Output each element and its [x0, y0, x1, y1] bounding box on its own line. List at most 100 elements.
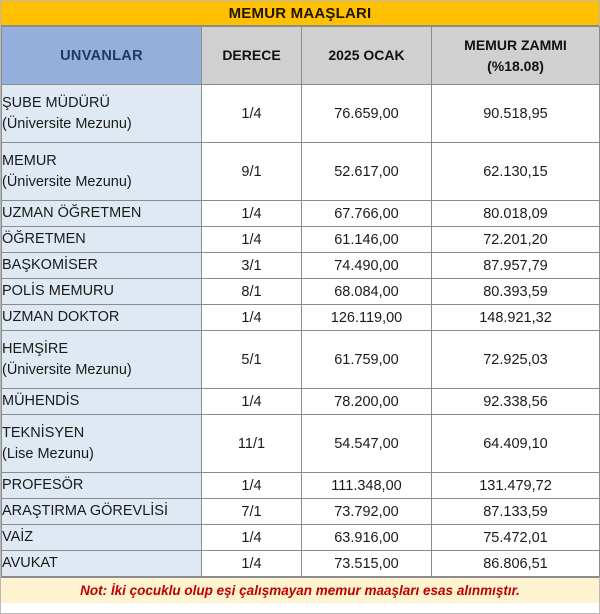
- column-header-2025-ocak[interactable]: 2025 OCAK: [301, 26, 432, 85]
- cell-unvan: PROFESÖR: [1, 472, 202, 499]
- cell-memur-zammi: 90.518,95: [431, 84, 600, 143]
- cell-derece: 1/4: [201, 304, 302, 331]
- cell-2025-ocak: 54.547,00: [301, 414, 432, 473]
- table-row: AVUKAT 1/4 73.515,00 86.806,51: [1, 550, 600, 577]
- unvan-title: MEMUR: [2, 153, 57, 170]
- unvan-title: ÖĞRETMEN: [2, 231, 86, 248]
- cell-derece: 9/1: [201, 142, 302, 201]
- unvan-title: HEMŞİRE: [2, 341, 69, 358]
- unvan-title: TEKNİSYEN: [2, 425, 85, 442]
- header-row: UNVANLAR DERECE 2025 OCAK MEMUR ZAMMI (%…: [1, 26, 600, 85]
- unvan-subtitle: (Üniversite Mezunu): [2, 361, 132, 378]
- cell-derece: 11/1: [201, 414, 302, 473]
- cell-unvan: BAŞKOMİSER: [1, 252, 202, 279]
- cell-unvan: VAİZ: [1, 524, 202, 551]
- cell-memur-zammi: 148.921,32: [431, 304, 600, 331]
- unvan-title: ŞUBE MÜDÜRÜ: [2, 95, 110, 112]
- cell-derece: 1/4: [201, 472, 302, 499]
- cell-unvan: ARAŞTIRMA GÖREVLİSİ: [1, 498, 202, 525]
- cell-derece: 1/4: [201, 524, 302, 551]
- cell-unvan: UZMAN ÖĞRETMEN: [1, 200, 202, 227]
- table-header: UNVANLAR DERECE 2025 OCAK MEMUR ZAMMI (%…: [1, 26, 600, 85]
- cell-unvan: ŞUBE MÜDÜRÜ (Üniversite Mezunu): [1, 84, 202, 143]
- cell-2025-ocak: 63.916,00: [301, 524, 432, 551]
- cell-unvan: UZMAN DOKTOR: [1, 304, 202, 331]
- table-row: UZMAN ÖĞRETMEN 1/4 67.766,00 80.018,09: [1, 200, 600, 227]
- cell-derece: 7/1: [201, 498, 302, 525]
- unvan-title: ARAŞTIRMA GÖREVLİSİ: [2, 503, 168, 520]
- unvan-subtitle: (Üniversite Mezunu): [2, 115, 132, 132]
- cell-unvan: MEMUR (Üniversite Mezunu): [1, 142, 202, 201]
- cell-unvan: AVUKAT: [1, 550, 202, 577]
- table-row: ARAŞTIRMA GÖREVLİSİ 7/1 73.792,00 87.133,59: [1, 498, 600, 525]
- page-title: MEMUR MAAŞLARI: [228, 4, 372, 22]
- column-header-memur-zammi-rate: (%18.08): [487, 57, 544, 74]
- cell-2025-ocak: 78.200,00: [301, 388, 432, 415]
- cell-memur-zammi: 62.130,15: [431, 142, 600, 201]
- cell-unvan: ÖĞRETMEN: [1, 226, 202, 253]
- column-header-unvanlar[interactable]: UNVANLAR: [1, 26, 202, 85]
- table-row: ÖĞRETMEN 1/4 61.146,00 72.201,20: [1, 226, 600, 253]
- table-row: MEMUR (Üniversite Mezunu) 9/1 52.617,00 62.1…: [1, 142, 600, 201]
- cell-derece: 5/1: [201, 330, 302, 389]
- column-header-derece[interactable]: DERECE: [201, 26, 302, 85]
- cell-2025-ocak: 74.490,00: [301, 252, 432, 279]
- table-title-bar: MEMUR MAAŞLARI: [1, 1, 599, 26]
- cell-derece: 1/4: [201, 388, 302, 415]
- cell-derece: 8/1: [201, 278, 302, 305]
- cell-unvan: MÜHENDİS: [1, 388, 202, 415]
- cell-memur-zammi: 131.479,72: [431, 472, 600, 499]
- footer-note-bar: Not: İki çocuklu olup eşi çalışmayan mem…: [1, 577, 599, 603]
- cell-derece: 1/4: [201, 550, 302, 577]
- cell-memur-zammi: 86.806,51: [431, 550, 600, 577]
- cell-2025-ocak: 61.759,00: [301, 330, 432, 389]
- cell-unvan: TEKNİSYEN (Lise Mezunu): [1, 414, 202, 473]
- table-body: ŞUBE MÜDÜRÜ (Üniversite Mezunu) 1/4 76.659,…: [1, 84, 600, 577]
- cell-2025-ocak: 76.659,00: [301, 84, 432, 143]
- column-header-memur-zammi-title: MEMUR ZAMMI: [464, 37, 567, 54]
- table-row: HEMŞİRE (Üniversite Mezunu) 5/1 61.759,00 72…: [1, 330, 600, 389]
- cell-2025-ocak: 73.515,00: [301, 550, 432, 577]
- cell-unvan: POLİS MEMURU: [1, 278, 202, 305]
- unvan-title: VAİZ: [2, 529, 34, 546]
- footer-note: Not: İki çocuklu olup eşi çalışmayan mem…: [80, 583, 520, 598]
- unvan-title: PROFESÖR: [2, 477, 84, 494]
- column-header-memur-zammi[interactable]: MEMUR ZAMMI (%18.08): [431, 26, 600, 85]
- table-row: POLİS MEMURU 8/1 68.084,00 80.393,59: [1, 278, 600, 305]
- cell-derece: 1/4: [201, 84, 302, 143]
- cell-2025-ocak: 52.617,00: [301, 142, 432, 201]
- cell-2025-ocak: 67.766,00: [301, 200, 432, 227]
- unvan-subtitle: (Üniversite Mezunu): [2, 173, 132, 190]
- cell-2025-ocak: 68.084,00: [301, 278, 432, 305]
- cell-memur-zammi: 80.393,59: [431, 278, 600, 305]
- table-row: TEKNİSYEN (Lise Mezunu) 11/1 54.547,00 64.40…: [1, 414, 600, 473]
- cell-unvan: HEMŞİRE (Üniversite Mezunu): [1, 330, 202, 389]
- cell-memur-zammi: 80.018,09: [431, 200, 600, 227]
- salary-table: UNVANLAR DERECE 2025 OCAK MEMUR ZAMMI (%…: [1, 26, 600, 577]
- table-row: ŞUBE MÜDÜRÜ (Üniversite Mezunu) 1/4 76.659,…: [1, 84, 600, 143]
- cell-derece: 1/4: [201, 226, 302, 253]
- cell-memur-zammi: 87.957,79: [431, 252, 600, 279]
- cell-memur-zammi: 75.472,01: [431, 524, 600, 551]
- table-row: PROFESÖR 1/4 111.348,00 131.479,72: [1, 472, 600, 499]
- table-row: UZMAN DOKTOR 1/4 126.119,00 148.921,32: [1, 304, 600, 331]
- cell-memur-zammi: 72.201,20: [431, 226, 600, 253]
- unvan-title: MÜHENDİS: [2, 393, 80, 410]
- table-row: VAİZ 1/4 63.916,00 75.472,01: [1, 524, 600, 551]
- table-row: MÜHENDİS 1/4 78.200,00 92.338,56: [1, 388, 600, 415]
- cell-memur-zammi: 92.338,56: [431, 388, 600, 415]
- cell-2025-ocak: 73.792,00: [301, 498, 432, 525]
- unvan-title: UZMAN ÖĞRETMEN: [2, 205, 142, 222]
- unvan-title: AVUKAT: [2, 555, 58, 572]
- cell-derece: 3/1: [201, 252, 302, 279]
- cell-2025-ocak: 61.146,00: [301, 226, 432, 253]
- cell-2025-ocak: 111.348,00: [301, 472, 432, 499]
- table-row: BAŞKOMİSER 3/1 74.490,00 87.957,79: [1, 252, 600, 279]
- cell-memur-zammi: 72.925,03: [431, 330, 600, 389]
- cell-derece: 1/4: [201, 200, 302, 227]
- cell-memur-zammi: 87.133,59: [431, 498, 600, 525]
- unvan-title: UZMAN DOKTOR: [2, 309, 120, 326]
- unvan-title: POLİS MEMURU: [2, 283, 114, 300]
- cell-memur-zammi: 64.409,10: [431, 414, 600, 473]
